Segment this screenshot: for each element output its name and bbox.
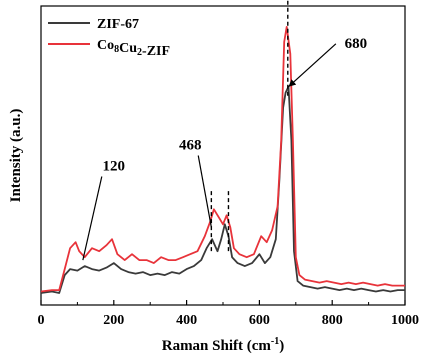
annotations: 120 468 680 [82,36,368,261]
peak-arrow-680 [288,43,337,88]
x-tick-label-600: 600 [249,313,270,328]
dashed-lines [210,0,289,252]
peak-arrow-468 [197,155,212,228]
series-layer [40,26,405,294]
peak-label-120: 120 [103,158,126,174]
x-tick-label-1000: 1000 [391,313,419,328]
axis-labels: Raman Shift (cm-1) Intensity (a.u.) [8,109,284,354]
y-axis-label: Intensity (a.u.) [8,109,24,203]
peak-label-680: 680 [345,36,368,52]
x-tick-label-400: 400 [176,313,197,328]
peak-arrow-120 [82,176,103,261]
x-tick-label-200: 200 [103,313,124,328]
x-axis-label: Raman Shift (cm-1) [162,336,285,354]
legend: ZIF-67 Co8Cu2-ZIF [48,17,170,59]
x-tick-label-800: 800 [322,313,343,328]
series-line-1 [40,26,405,293]
peak-label-468: 468 [179,138,202,154]
series-line-0 [40,85,405,294]
x-tick-label-0: 0 [38,313,45,328]
x-axis-ticks: 0 200 400 600 800 1000 [38,300,419,328]
legend-label-0: ZIF-67 [97,17,139,32]
legend-label-1: Co8Cu2-ZIF [97,38,170,59]
